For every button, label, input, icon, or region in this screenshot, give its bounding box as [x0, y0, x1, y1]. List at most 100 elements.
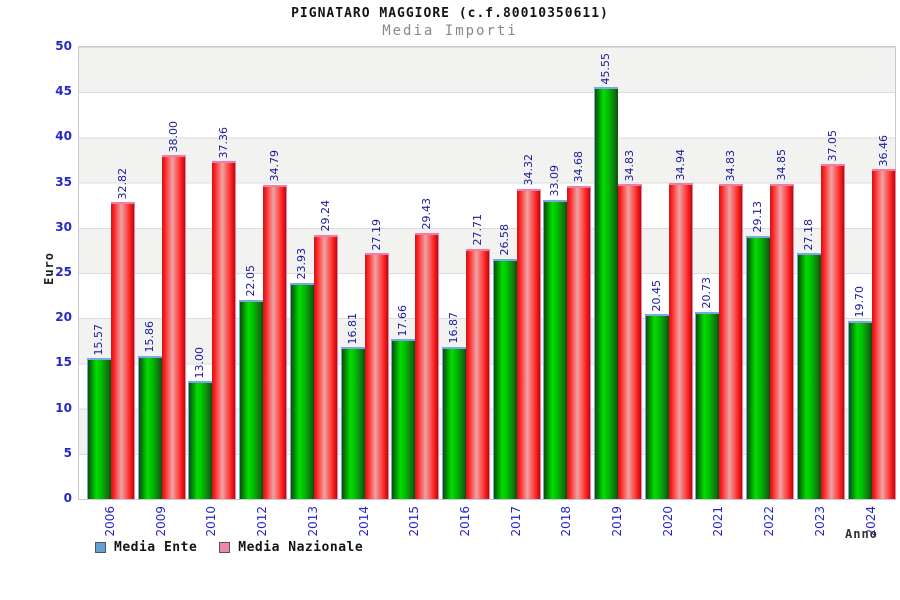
bar-value-label: 45.55: [599, 52, 612, 85]
bar-value-label: 34.85: [775, 149, 789, 181]
bar-media-ente-2019: [594, 87, 618, 499]
bar-media-nazionale-2016: [465, 248, 490, 499]
legend-label: Media Nazionale: [238, 540, 364, 555]
x-tick-2014: 2014: [356, 506, 371, 537]
y-tick-40: 40: [55, 129, 72, 144]
chart-subtitle: Media Importi: [382, 23, 518, 39]
x-tick-2010: 2010: [204, 506, 219, 537]
bar-media-ente-2010: [188, 381, 213, 499]
y-tick-35: 35: [55, 174, 72, 189]
bar-media-nazionale-2019: [618, 184, 642, 499]
plot-area: 15.57 32.82 15.86 38.00 13.00 37.36 22.05 34.79…: [78, 46, 896, 500]
bar-media-nazionale-2017: [516, 188, 541, 499]
bar-media-ente-2013: [289, 282, 314, 499]
y-tick-45: 45: [55, 84, 72, 99]
y-tick-15: 15: [55, 355, 72, 370]
x-tick-2006: 2006: [103, 506, 117, 537]
x-tick-2017: 2017: [508, 506, 523, 537]
bar-media-ente-2016: [441, 346, 466, 499]
bar-value-label: 26.58: [497, 224, 511, 256]
legend-label: Media Ente: [114, 540, 198, 555]
x-tick-2019: 2019: [610, 506, 624, 537]
bar-media-nazionale-2020: [668, 183, 693, 499]
x-tick-2022: 2022: [762, 506, 777, 537]
bar-value-label: 27.19: [369, 218, 383, 251]
bar-media-ente-2018: [543, 199, 568, 499]
legend-item-media-ente: Media Ente: [95, 540, 197, 555]
legend-swatch-icon: [95, 542, 106, 553]
bar-value-label: 34.68: [572, 151, 586, 183]
bar-value-label: 16.81: [345, 312, 359, 345]
bar-value-label: 17.66: [396, 304, 410, 337]
legend-swatch-icon: [219, 542, 231, 553]
bar-media-ente-2020: [644, 314, 669, 499]
y-tick-50: 50: [55, 39, 72, 53]
x-tick-2009: 2009: [153, 506, 168, 537]
y-tick-30: 30: [55, 219, 72, 234]
bar-media-nazionale-2012: [263, 184, 288, 499]
bar-media-nazionale-2024: [871, 169, 896, 499]
bar-value-label: 27.18: [801, 218, 815, 251]
bar-value-label: 19.70: [852, 286, 866, 318]
bar-value-label: 29.24: [318, 200, 332, 232]
bar-value-label: 34.79: [268, 150, 282, 182]
bar-media-nazionale-2006: [111, 202, 135, 499]
bar-media-ente-2012: [239, 299, 264, 499]
bar-media-ente-2022: [746, 235, 771, 499]
bar-media-ente-2021: [695, 311, 720, 499]
bar-value-label: 37.05: [825, 129, 839, 162]
bar-value-label: 20.73: [700, 277, 714, 309]
y-tick-0: 0: [63, 491, 72, 505]
bar-media-nazionale-2018: [567, 185, 592, 499]
bar-media-ente-2024: [847, 320, 872, 499]
y-tick-25: 25: [55, 265, 72, 279]
bar-value-label: 33.09: [548, 165, 562, 197]
bar-media-nazionale-2022: [770, 183, 795, 499]
bar-value-label: 34.83: [623, 149, 636, 182]
x-tick-2012: 2012: [255, 506, 270, 537]
bar-media-nazionale-2009: [161, 155, 186, 499]
bar-value-label: 29.43: [420, 198, 434, 230]
x-tick-2018: 2018: [559, 506, 574, 537]
bar-media-nazionale-2021: [719, 184, 744, 499]
y-tick-20: 20: [55, 310, 72, 325]
x-tick-2016: 2016: [457, 506, 472, 537]
bar-media-nazionale-2010: [212, 161, 237, 499]
bar-value-label: 20.45: [649, 279, 663, 312]
bar-value-label: 34.32: [521, 154, 535, 186]
bar-media-ente-2014: [340, 347, 365, 499]
bar-value-label: 34.94: [673, 148, 687, 181]
bar-value-label: 37.36: [217, 126, 231, 159]
bar-media-ente-2015: [391, 339, 416, 499]
bar-media-ente-2023: [796, 253, 821, 499]
bar-media-nazionale-2023: [820, 164, 845, 499]
bar-value-label: 36.46: [876, 134, 890, 167]
bar-value-label: 27.71: [470, 214, 484, 246]
chart-title: PIGNATARO MAGGIORE (c.f.80010350611): [291, 6, 609, 21]
y-tick-10: 10: [55, 400, 72, 415]
bar-value-label: 29.13: [751, 201, 765, 233]
bar-media-nazionale-2013: [313, 234, 338, 499]
bar-media-nazionale-2014: [364, 253, 389, 499]
bar-value-label: 22.05: [244, 265, 258, 297]
bar-value-label: 16.87: [446, 312, 460, 344]
bar-value-label: 32.82: [116, 167, 129, 200]
y-tick-5: 5: [63, 445, 72, 460]
x-tick-2013: 2013: [305, 506, 320, 537]
bar-value-label: 15.57: [92, 323, 105, 356]
x-tick-2020: 2020: [660, 506, 675, 537]
bar-media-nazionale-2015: [415, 232, 440, 499]
bar-media-ente-2017: [492, 258, 517, 499]
bar-value-label: 15.86: [142, 321, 156, 353]
legend-item-media-nazionale: Media Nazionale: [219, 540, 363, 555]
bar-value-label: 23.93: [294, 248, 308, 280]
x-tick-2021: 2021: [711, 506, 726, 537]
x-tick-2015: 2015: [407, 506, 422, 537]
x-tick-2023: 2023: [812, 506, 827, 537]
bar-media-ente-2006: [87, 358, 111, 499]
bar-value-label: 38.00: [166, 120, 180, 153]
bar-media-ente-2009: [137, 355, 162, 499]
legend: Media Ente Media Nazionale: [95, 540, 375, 555]
bar-value-label: 13.00: [193, 346, 207, 379]
